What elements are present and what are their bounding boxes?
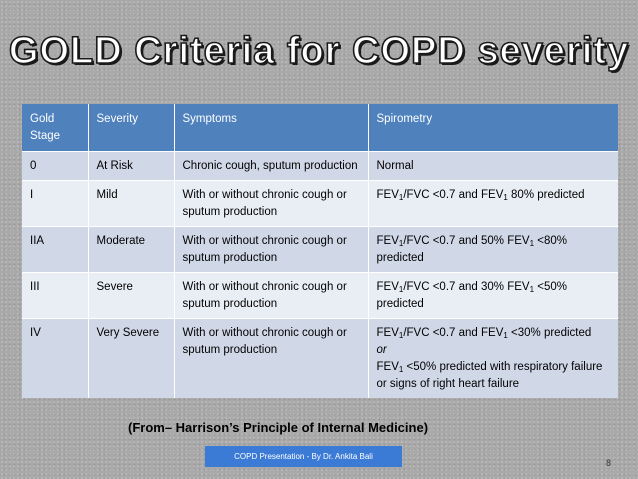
table-row: IV Very Severe With or without chronic c… [22, 318, 618, 398]
cell-symptoms: With or without chronic cough or sputum … [174, 180, 369, 227]
cell-severity: Very Severe [88, 318, 175, 398]
cell-stage: 0 [22, 151, 89, 181]
slide-title: GOLD Criteria for COPD severity [8, 29, 630, 73]
cell-stage: IV [22, 318, 89, 398]
cell-spirometry: FEV1/FVC <0.7 and 50% FEV1 <80% predicte… [368, 226, 618, 273]
header-severity: Severity [88, 104, 175, 152]
cell-severity: At Risk [88, 151, 175, 181]
table-row: I Mild With or without chronic cough or … [22, 180, 618, 227]
table-row: III Severe With or without chronic cough… [22, 272, 618, 319]
cell-spirometry: FEV1/FVC <0.7 and FEV1 <30% predicted or F… [368, 318, 618, 398]
cell-stage: I [22, 180, 89, 227]
page-number: 8 [606, 458, 612, 468]
cell-stage: III [22, 272, 89, 319]
cell-spirometry: Normal [368, 151, 618, 181]
header-symptoms: Symptoms [174, 104, 369, 152]
cell-symptoms: With or without chronic cough or sputum … [174, 226, 369, 273]
cell-spirometry: FEV1/FVC <0.7 and FEV1 80% predicted [368, 180, 618, 227]
header-spirometry: Spirometry [368, 104, 618, 152]
cell-severity: Moderate [88, 226, 175, 273]
cell-spirometry: FEV1/FVC <0.7 and 30% FEV1 <50% predicte… [368, 272, 618, 319]
footer-presenter-box: COPD Presentation - By Dr. Ankita Bali [205, 446, 402, 467]
source-citation: (From– Harrison’s Principle of Internal … [128, 420, 429, 435]
cell-symptoms: With or without chronic cough or sputum … [174, 318, 369, 398]
cell-severity: Mild [88, 180, 175, 227]
table-row: IIA Moderate With or without chronic cou… [22, 226, 618, 273]
cell-stage: IIA [22, 226, 89, 273]
gold-criteria-table: Gold Stage Severity Symptoms Spirometry … [22, 104, 618, 398]
cell-severity: Severe [88, 272, 175, 319]
table-row: 0 At Risk Chronic cough, sputum producti… [22, 151, 618, 181]
header-gold-stage: Gold Stage [22, 104, 89, 152]
cell-symptoms: Chronic cough, sputum production [174, 151, 369, 181]
cell-symptoms: With or without chronic cough or sputum … [174, 272, 369, 319]
table-header-row: Gold Stage Severity Symptoms Spirometry [22, 104, 618, 152]
